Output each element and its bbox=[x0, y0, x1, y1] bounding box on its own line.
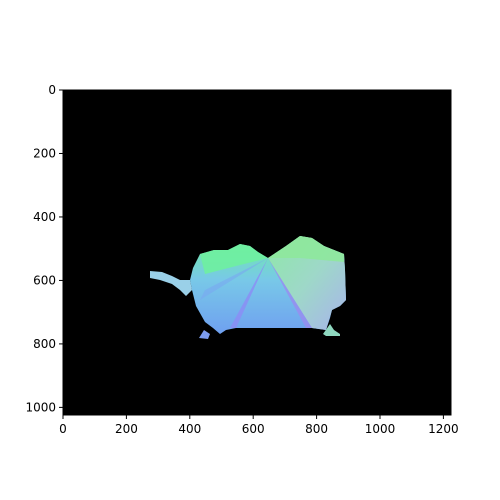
x-tick-label: 1200 bbox=[428, 422, 459, 436]
y-tick-label: 1000 bbox=[25, 400, 56, 414]
x-tick-label: 800 bbox=[305, 422, 328, 436]
y-tick-label: 600 bbox=[33, 273, 56, 287]
y-tick-label: 800 bbox=[33, 337, 56, 351]
y-tick-label: 400 bbox=[33, 210, 56, 224]
plot-frame bbox=[62, 89, 452, 416]
normal-map-silhouette bbox=[150, 236, 346, 339]
x-tick-label: 600 bbox=[242, 422, 265, 436]
x-tick-label: 200 bbox=[115, 422, 138, 436]
y-tick-label: 200 bbox=[33, 146, 56, 160]
x-tick-label: 0 bbox=[59, 422, 67, 436]
x-tick-label: 400 bbox=[178, 422, 201, 436]
y-axis: 0 200 400 600 800 1000 bbox=[25, 83, 63, 414]
x-axis: 0 200 400 600 800 1000 1200 bbox=[59, 415, 459, 436]
y-tick-label: 0 bbox=[48, 83, 56, 97]
x-tick-label: 1000 bbox=[365, 422, 396, 436]
